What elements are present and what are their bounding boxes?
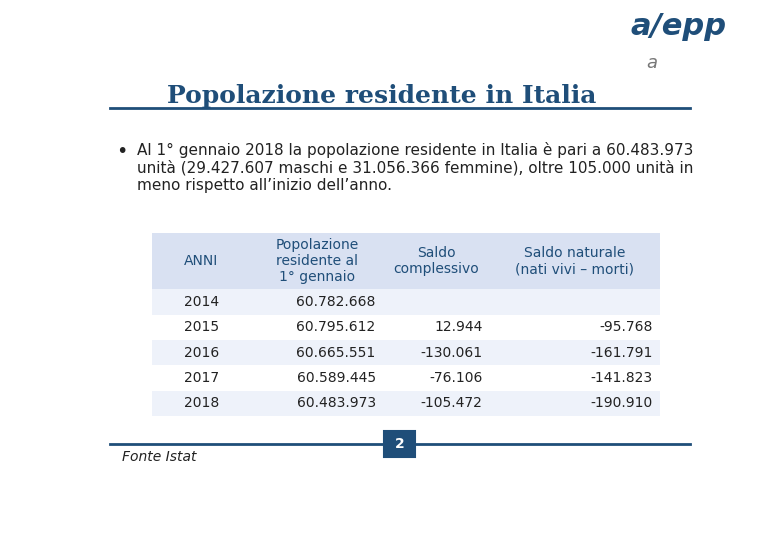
Text: -141.823: -141.823 (590, 371, 652, 385)
Text: 60.589.445: 60.589.445 (296, 371, 376, 385)
Text: -161.791: -161.791 (590, 346, 652, 360)
Text: Saldo naturale
(nati vivi – morti): Saldo naturale (nati vivi – morti) (515, 246, 634, 276)
Text: •: • (115, 141, 127, 161)
Bar (152, 366, 660, 391)
Text: 12.944: 12.944 (434, 320, 482, 334)
Text: a: a (647, 54, 658, 72)
Bar (152, 391, 660, 416)
Text: 2018: 2018 (184, 396, 219, 410)
Text: 2017: 2017 (184, 371, 219, 385)
Text: Popolazione residente in Italia: Popolazione residente in Italia (167, 84, 596, 107)
Text: 60.483.973: 60.483.973 (296, 396, 376, 410)
Text: a/epp: a/epp (630, 11, 727, 40)
Text: 2015: 2015 (184, 320, 219, 334)
Text: -130.061: -130.061 (420, 346, 482, 360)
Text: 2016: 2016 (184, 346, 219, 360)
Text: ANNI: ANNI (184, 254, 218, 268)
Text: 60.782.668: 60.782.668 (296, 295, 376, 309)
Text: Popolazione
residente al
1° gennaio: Popolazione residente al 1° gennaio (275, 238, 359, 285)
Bar (152, 340, 660, 366)
Text: Al 1° gennaio 2018 la popolazione residente in Italia è pari a 60.483.973
unità : Al 1° gennaio 2018 la popolazione reside… (136, 141, 693, 193)
Bar (152, 233, 660, 289)
Text: -190.910: -190.910 (590, 396, 652, 410)
Text: -105.472: -105.472 (420, 396, 482, 410)
Bar (152, 315, 660, 340)
Text: Saldo
complessivo: Saldo complessivo (393, 246, 479, 276)
Text: 60.665.551: 60.665.551 (296, 346, 376, 360)
Text: 60.795.612: 60.795.612 (296, 320, 376, 334)
Text: -95.768: -95.768 (599, 320, 652, 334)
Text: 2: 2 (395, 437, 405, 451)
Text: 2014: 2014 (184, 295, 219, 309)
Bar (384, 431, 416, 457)
Bar (152, 289, 660, 315)
Text: Fonte Istat: Fonte Istat (122, 450, 197, 464)
Text: -76.106: -76.106 (429, 371, 482, 385)
